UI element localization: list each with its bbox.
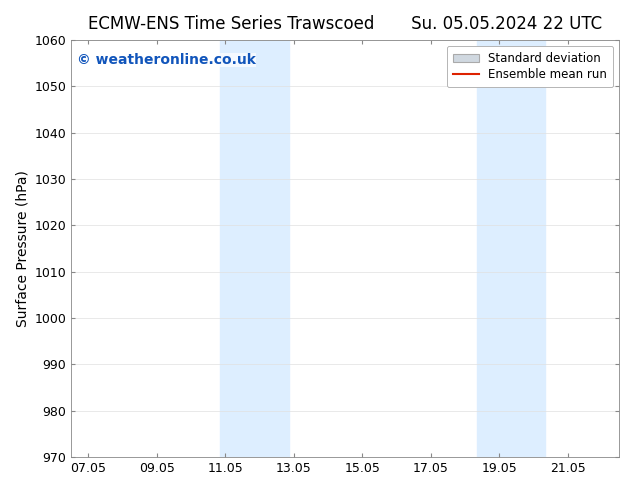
Bar xyxy=(477,40,545,457)
Legend: Standard deviation, Ensemble mean run: Standard deviation, Ensemble mean run xyxy=(447,46,613,87)
Bar xyxy=(220,40,288,457)
Text: © weatheronline.co.uk: © weatheronline.co.uk xyxy=(77,52,256,67)
Title: ECMW-ENS Time Series Trawscoed       Su. 05.05.2024 22 UTC: ECMW-ENS Time Series Trawscoed Su. 05.05… xyxy=(88,15,602,33)
Y-axis label: Surface Pressure (hPa): Surface Pressure (hPa) xyxy=(15,170,29,327)
